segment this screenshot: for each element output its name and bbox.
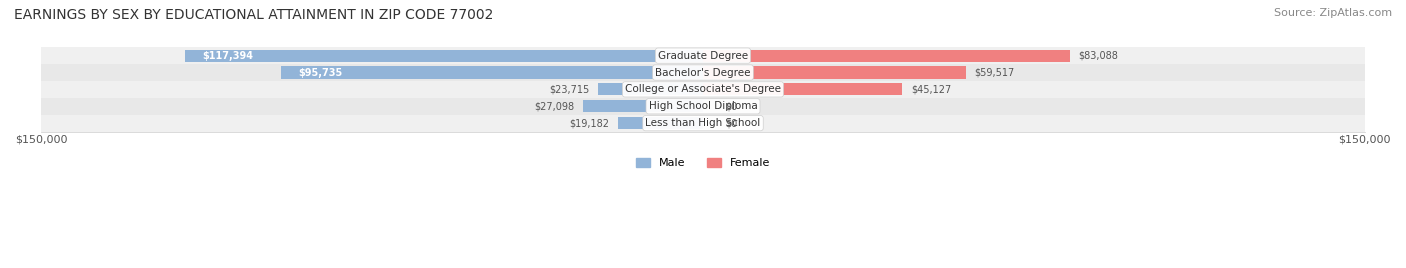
Text: $23,715: $23,715	[550, 84, 589, 94]
Text: Source: ZipAtlas.com: Source: ZipAtlas.com	[1274, 8, 1392, 18]
Bar	[41, 115, 1365, 132]
Bar	[703, 66, 966, 79]
Bar	[41, 98, 1365, 115]
Bar	[703, 83, 903, 95]
Text: $0: $0	[725, 118, 737, 128]
Bar	[186, 50, 703, 62]
Text: College or Associate's Degree: College or Associate's Degree	[626, 84, 780, 94]
Legend: Male, Female: Male, Female	[631, 153, 775, 173]
Text: $0: $0	[725, 101, 737, 111]
Bar	[41, 47, 1365, 64]
Bar	[583, 100, 703, 112]
Bar	[41, 81, 1365, 98]
Bar	[703, 50, 1070, 62]
Text: Bachelor's Degree: Bachelor's Degree	[655, 68, 751, 77]
Bar	[619, 117, 703, 129]
Bar	[41, 64, 1365, 81]
Text: EARNINGS BY SEX BY EDUCATIONAL ATTAINMENT IN ZIP CODE 77002: EARNINGS BY SEX BY EDUCATIONAL ATTAINMEN…	[14, 8, 494, 22]
Text: $27,098: $27,098	[534, 101, 575, 111]
Text: Graduate Degree: Graduate Degree	[658, 51, 748, 61]
Text: $95,735: $95,735	[298, 68, 343, 77]
Text: $45,127: $45,127	[911, 84, 950, 94]
Text: $19,182: $19,182	[569, 118, 610, 128]
Text: $117,394: $117,394	[202, 51, 253, 61]
Text: High School Diploma: High School Diploma	[648, 101, 758, 111]
Bar	[599, 83, 703, 95]
Text: $59,517: $59,517	[974, 68, 1015, 77]
Text: Less than High School: Less than High School	[645, 118, 761, 128]
Text: $83,088: $83,088	[1078, 51, 1118, 61]
Bar	[281, 66, 703, 79]
